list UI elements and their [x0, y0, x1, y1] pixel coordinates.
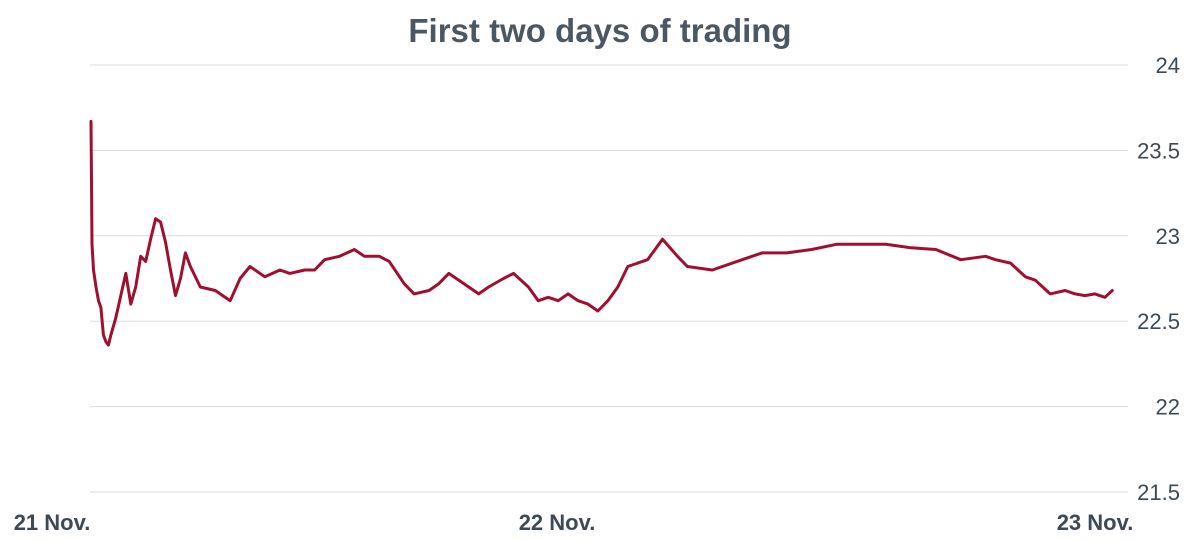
x-axis-ticks: 21 Nov. 22 Nov. 23 Nov. [14, 510, 1134, 535]
y-tick-label: 21.5 [1137, 480, 1180, 505]
chart-title: First two days of trading [408, 12, 792, 49]
x-tick-label: 21 Nov. [14, 510, 91, 535]
x-tick-label: 22 Nov. [519, 510, 596, 535]
y-tick-label: 22.5 [1137, 309, 1180, 334]
gridlines [90, 64, 1128, 493]
y-tick-label: 22 [1156, 395, 1180, 420]
y-axis-ticks: 21.5 22 22.5 23 23.5 24 [1137, 53, 1180, 505]
series-layer [89, 119, 1114, 347]
y-tick-label: 24 [1156, 53, 1180, 78]
y-tick-label: 23 [1156, 224, 1180, 249]
y-tick-label: 23.5 [1137, 138, 1180, 163]
x-tick-label: 23 Nov. [1057, 510, 1134, 535]
price-line [89, 119, 1114, 347]
